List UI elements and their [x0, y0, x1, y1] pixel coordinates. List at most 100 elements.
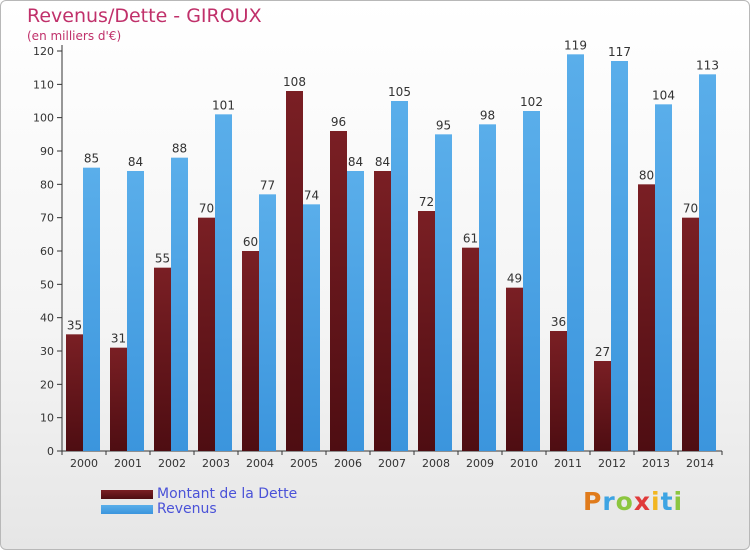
- bar-revenus: [347, 171, 364, 451]
- y-tick-label: 90: [40, 145, 54, 158]
- y-tick-label: 40: [40, 312, 54, 325]
- bar-revenus: [215, 114, 232, 451]
- legend-swatch-dette: [101, 490, 153, 499]
- logo-letter: i: [651, 487, 661, 516]
- bar-revenus: [655, 104, 672, 451]
- data-label-dette: 55: [155, 252, 170, 266]
- data-label-dette: 80: [639, 168, 654, 182]
- bar-revenus: [127, 171, 144, 451]
- y-tick-label: 110: [33, 78, 54, 91]
- data-label-dette: 49: [507, 272, 522, 286]
- data-label-revenus: 95: [436, 118, 451, 132]
- legend-label-revenus: Revenus: [157, 501, 217, 517]
- bar-revenus: [567, 54, 584, 451]
- y-tick-label: 60: [40, 245, 54, 258]
- data-label-dette: 70: [199, 202, 214, 216]
- data-label-revenus: 85: [84, 152, 99, 166]
- data-label-revenus: 119: [564, 38, 587, 52]
- chart-title: Revenus/Dette - GIROUX: [27, 5, 262, 27]
- bar-dette: [462, 247, 479, 451]
- y-tick-label: 20: [40, 378, 54, 391]
- y-tick-label: 30: [40, 345, 54, 358]
- data-label-revenus: 101: [212, 98, 235, 112]
- bar-revenus: [391, 101, 408, 451]
- legend-swatch-revenus: [101, 505, 153, 514]
- logo-letter: i: [673, 487, 684, 516]
- data-label-dette: 61: [463, 232, 478, 246]
- bar-dette: [242, 251, 259, 451]
- x-tick-label: 2006: [334, 457, 362, 470]
- x-tick-label: 2014: [686, 457, 714, 470]
- data-label-revenus: 105: [388, 85, 411, 99]
- bar-dette: [374, 171, 391, 451]
- bar-revenus: [699, 74, 716, 451]
- bar-dette: [330, 131, 347, 451]
- data-label-dette: 108: [283, 75, 306, 89]
- bar-revenus: [83, 167, 100, 451]
- logo-letter: P: [583, 487, 603, 516]
- logo-letter: x: [633, 487, 651, 516]
- bar-dette: [682, 217, 699, 451]
- x-tick-label: 2005: [290, 457, 318, 470]
- bar-dette: [594, 361, 611, 451]
- data-label-revenus: 88: [172, 142, 187, 156]
- legend-label-dette: Montant de la Dette: [157, 486, 298, 502]
- bar-revenus: [259, 194, 276, 452]
- logo-letter: r: [602, 487, 616, 516]
- logo-letter: t: [660, 487, 674, 516]
- bar-revenus: [479, 124, 496, 451]
- x-tick-label: 2003: [202, 457, 230, 470]
- bar-dette: [154, 267, 171, 451]
- data-label-dette: 35: [67, 318, 82, 332]
- data-label-revenus: 117: [608, 45, 631, 59]
- bar-dette: [418, 211, 435, 451]
- data-label-dette: 36: [551, 315, 566, 329]
- bar-dette: [198, 217, 215, 451]
- data-label-revenus: 84: [348, 155, 363, 169]
- data-label-revenus: 102: [520, 95, 543, 109]
- x-tick-label: 2000: [70, 457, 98, 470]
- data-label-dette: 70: [683, 202, 698, 216]
- bar-dette: [506, 287, 523, 451]
- bar-revenus: [303, 204, 320, 451]
- y-tick-label: 10: [40, 412, 54, 425]
- y-tick-label: 120: [33, 45, 54, 58]
- data-label-dette: 96: [331, 115, 346, 129]
- x-tick-label: 2013: [642, 457, 670, 470]
- x-tick-label: 2011: [554, 457, 582, 470]
- data-label-revenus: 77: [260, 178, 275, 192]
- bar-dette: [550, 331, 567, 451]
- y-tick-label: 0: [47, 445, 54, 458]
- data-label-revenus: 98: [480, 108, 495, 122]
- logo-letter: o: [615, 487, 634, 516]
- x-tick-label: 2008: [422, 457, 450, 470]
- bar-revenus: [171, 157, 188, 451]
- x-tick-label: 2009: [466, 457, 494, 470]
- data-label-revenus: 113: [696, 58, 719, 72]
- x-tick-label: 2004: [246, 457, 274, 470]
- x-tick-label: 2001: [114, 457, 142, 470]
- proxiti-logo: Proxiti: [583, 487, 683, 516]
- data-label-revenus: 104: [652, 88, 675, 102]
- x-tick-label: 2012: [598, 457, 626, 470]
- bar-revenus: [523, 111, 540, 451]
- bar-dette: [638, 184, 655, 452]
- data-label-dette: 84: [375, 155, 390, 169]
- y-tick-label: 80: [40, 178, 54, 191]
- chart-subtitle: (en milliers d'€): [27, 29, 122, 43]
- data-label-dette: 60: [243, 235, 258, 249]
- bar-revenus: [611, 61, 628, 451]
- x-tick-label: 2007: [378, 457, 406, 470]
- bar-dette: [286, 91, 303, 451]
- data-label-dette: 72: [419, 195, 434, 209]
- data-label-dette: 27: [595, 345, 610, 359]
- y-tick-label: 50: [40, 278, 54, 291]
- y-tick-label: 70: [40, 212, 54, 225]
- x-tick-label: 2010: [510, 457, 538, 470]
- bar-dette: [66, 334, 83, 451]
- data-label-revenus: 74: [304, 188, 319, 202]
- data-label-dette: 31: [111, 332, 126, 346]
- bar-revenus: [435, 134, 452, 452]
